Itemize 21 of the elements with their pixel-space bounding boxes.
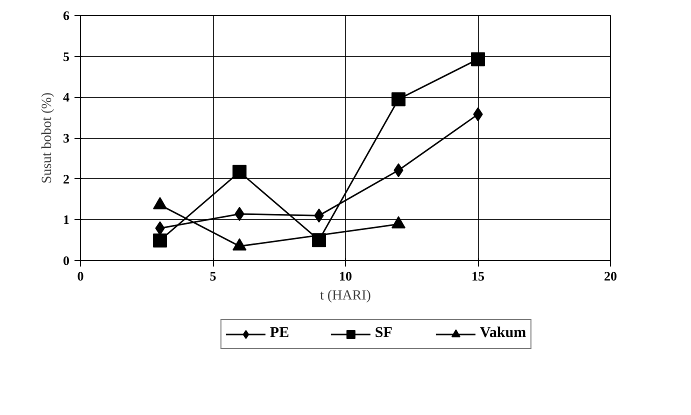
point	[471, 52, 485, 66]
point	[232, 164, 246, 179]
legend-label: Vakum	[480, 325, 526, 342]
y-tick-label: 0	[63, 253, 70, 268]
x-tick-label: 10	[339, 268, 352, 284]
legend-label: SF	[374, 325, 394, 342]
point	[392, 92, 406, 106]
legend-label: PE	[270, 325, 290, 342]
y-axis-title: Susut bobot (%)	[40, 92, 55, 184]
y-tick-label: 5	[63, 48, 70, 64]
x-tick-label: 5	[210, 268, 217, 284]
x-tick-label: 15	[472, 268, 485, 284]
x-axis-title: t (HARI)	[320, 288, 372, 304]
y-tick-label: 3	[63, 130, 70, 146]
y-tick-label: 4	[63, 90, 70, 105]
point	[153, 233, 167, 248]
y-tick-label: 6	[63, 8, 70, 23]
y-tick-label: 1	[63, 212, 70, 228]
x-tick-label: 0	[77, 268, 84, 284]
x-tick-label: 20	[604, 268, 617, 284]
y-tick-label: 2	[63, 171, 70, 186]
